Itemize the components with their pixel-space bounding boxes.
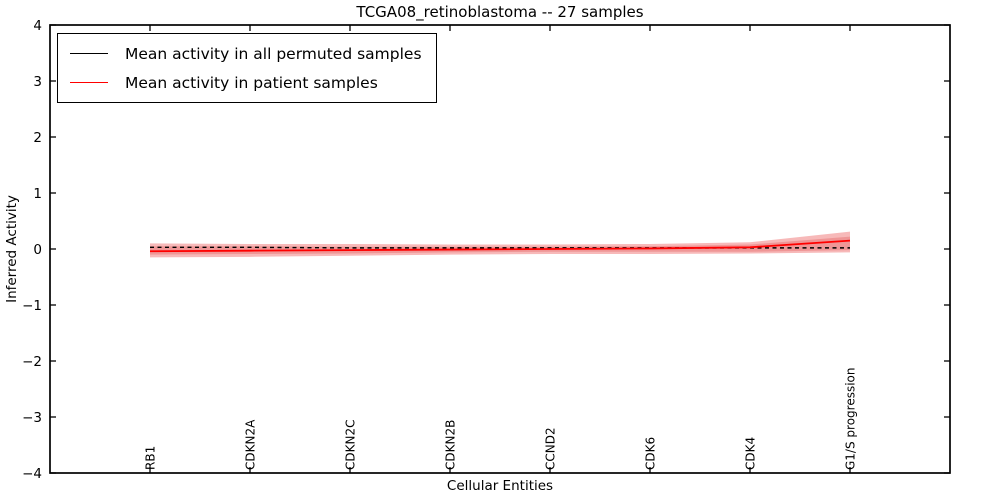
series-line-1 xyxy=(149,239,851,253)
x-tick-label: RB1 xyxy=(144,446,158,470)
chart-title: TCGA08_retinoblastoma -- 27 samples xyxy=(356,3,644,21)
y-tick-label: 2 xyxy=(33,130,42,146)
legend-box: Mean activity in all permuted samples Me… xyxy=(57,33,437,103)
y-axis-label: Inferred Activity xyxy=(4,195,20,303)
y-tick-label: 3 xyxy=(33,74,42,90)
legend-label-permuted: Mean activity in all permuted samples xyxy=(125,44,422,63)
x-tick-label: G1/S progression xyxy=(844,368,858,471)
legend-entry-permuted: Mean activity in all permuted samples xyxy=(70,39,422,68)
legend-label-patient: Mean activity in patient samples xyxy=(125,73,378,92)
legend-entry-patient: Mean activity in patient samples xyxy=(70,68,422,97)
x-axis-label: Cellular Entities xyxy=(446,478,554,494)
x-tick-label: CCND2 xyxy=(544,427,558,470)
y-tick-label: −3 xyxy=(22,410,42,426)
x-tick-label: CDKN2A xyxy=(244,419,258,470)
y-tick-label: 0 xyxy=(33,242,42,258)
y-tick-label: −2 xyxy=(22,354,42,370)
x-tick-label: CDKN2B xyxy=(444,420,458,470)
x-tick-label: CDK4 xyxy=(744,437,758,470)
y-tick-label: −1 xyxy=(22,298,42,314)
y-tick-label: 4 xyxy=(33,18,42,34)
y-tick-label: −4 xyxy=(22,466,42,482)
y-tick-label: 1 xyxy=(33,186,42,202)
patient-line-swatch xyxy=(70,82,108,83)
permuted-line-swatch xyxy=(70,53,108,54)
x-tick-label: CDKN2C xyxy=(344,420,358,470)
x-tick-label: CDK6 xyxy=(644,437,658,470)
